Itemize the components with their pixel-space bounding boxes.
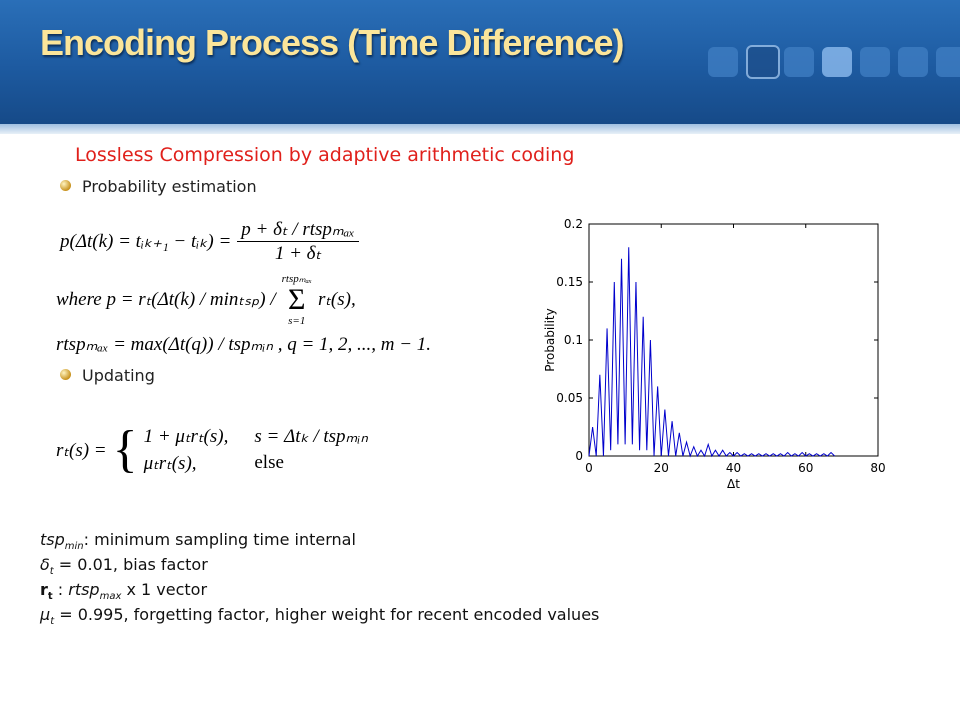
note-part: : minimum sampling time internal	[83, 530, 356, 549]
x-tick-label: 80	[870, 461, 885, 475]
x-tick-label: 60	[798, 461, 813, 475]
deco	[708, 47, 738, 77]
condition: s = Δtₖ / tspₘᵢₙ	[254, 426, 368, 447]
bullet-icon	[60, 180, 71, 191]
y-tick-label: 0	[575, 449, 583, 463]
header-strip	[0, 124, 960, 134]
note-part: max	[99, 591, 122, 603]
eq-text: rₜ(s),	[317, 289, 356, 310]
deco	[822, 47, 852, 77]
note: δt = 0.01, bias factor	[40, 555, 208, 577]
y-axis-label: Probability	[543, 308, 557, 371]
note-part: t	[49, 566, 54, 578]
denominator: 1 + δₜ	[274, 243, 322, 264]
condition: else	[254, 452, 284, 473]
note: μt = 0.995, forgetting factor, higher we…	[40, 605, 599, 627]
y-tick-label: 0.1	[564, 333, 583, 347]
bullet: Updating	[82, 366, 155, 385]
sum-bottom: s=1	[288, 315, 306, 327]
note-part: t	[50, 616, 55, 628]
slide-title: Encoding Process (Time Difference)	[40, 22, 625, 63]
x-axis-label: Δt	[727, 477, 740, 491]
cases: 1 + μₜrₜ(s), s = Δtₖ / tspₘᵢₙ μₜrₜ(s), e…	[144, 425, 368, 475]
deco	[784, 47, 814, 77]
data-line	[588, 247, 835, 458]
numerator: p + δₜ / rtspₘₐₓ	[237, 218, 359, 242]
deco	[746, 45, 780, 79]
sum: rtspₘₐₓ Σ s=1	[282, 272, 312, 327]
x-tick-label: 20	[654, 461, 669, 475]
note-part: δ	[40, 555, 50, 574]
note: rt : rtspmax x 1 vector	[40, 580, 207, 602]
note-part: r	[40, 580, 48, 599]
x-tick-label: 0	[585, 461, 593, 475]
eq-text: rₜ(s) =	[56, 439, 107, 461]
fraction: p + δₜ / rtspₘₐₓ 1 + δₜ	[237, 218, 359, 265]
note-part: t	[47, 591, 53, 603]
y-tick-label: 0.05	[556, 391, 583, 405]
equation: where p = rₜ(Δt(k) / minₜₛₚ) / rtspₘₐₓ Σ…	[56, 272, 356, 327]
note-part: rtsp	[68, 580, 100, 599]
note-part: min	[64, 541, 84, 553]
brace: {	[112, 421, 138, 478]
case: μₜrₜ(s),	[143, 453, 197, 474]
eq-text: where p = rₜ(Δt(k) / minₜₛₚ) /	[56, 289, 276, 310]
note-part: = 0.01, bias factor	[53, 555, 208, 574]
subtitle: Lossless Compression by adaptive arithme…	[75, 144, 575, 166]
sum-top: rtspₘₐₓ	[281, 273, 312, 285]
eq-text: p(Δt(k) = tᵢₖ₊₁ − tᵢₖ) =	[60, 231, 232, 252]
deco	[898, 47, 928, 77]
y-tick-label: 0.15	[556, 275, 583, 289]
bullet: Probability estimation	[82, 177, 257, 196]
note-part: tsp	[40, 530, 65, 549]
sum-sign: Σ	[288, 283, 306, 316]
bullet-icon	[60, 369, 71, 380]
chart: 0 0.05 0.1 0.15 0.2 0 20 40 60 80 Δt Probability	[543, 217, 886, 491]
eq-text: rtspₘₐₓ = max(Δt(q)) / tspₘᵢₙ , q = 1, 2…	[56, 334, 432, 355]
y-tick-label: 0.2	[564, 217, 583, 231]
note-part: = 0.995, forgetting factor, higher weigh…	[54, 605, 600, 624]
equation: rₜ(s) = { 1 + μₜrₜ(s), s = Δtₖ / tspₘᵢₙ …	[56, 424, 368, 476]
deco	[936, 47, 960, 77]
note-part: μ	[40, 605, 51, 624]
note: tspmin: minimum sampling time internal	[40, 530, 356, 552]
deco	[860, 47, 890, 77]
note-part: x 1 vector	[121, 580, 208, 599]
equation: rtspₘₐₓ = max(Δt(q)) / tspₘᵢₙ , q = 1, 2…	[56, 333, 431, 356]
x-tick-label: 40	[726, 461, 741, 475]
case: 1 + μₜrₜ(s),	[143, 426, 229, 447]
equation: p(Δt(k) = tᵢₖ₊₁ − tᵢₖ) = p + δₜ / rtspₘₐ…	[60, 218, 359, 265]
note-part: :	[52, 580, 69, 599]
